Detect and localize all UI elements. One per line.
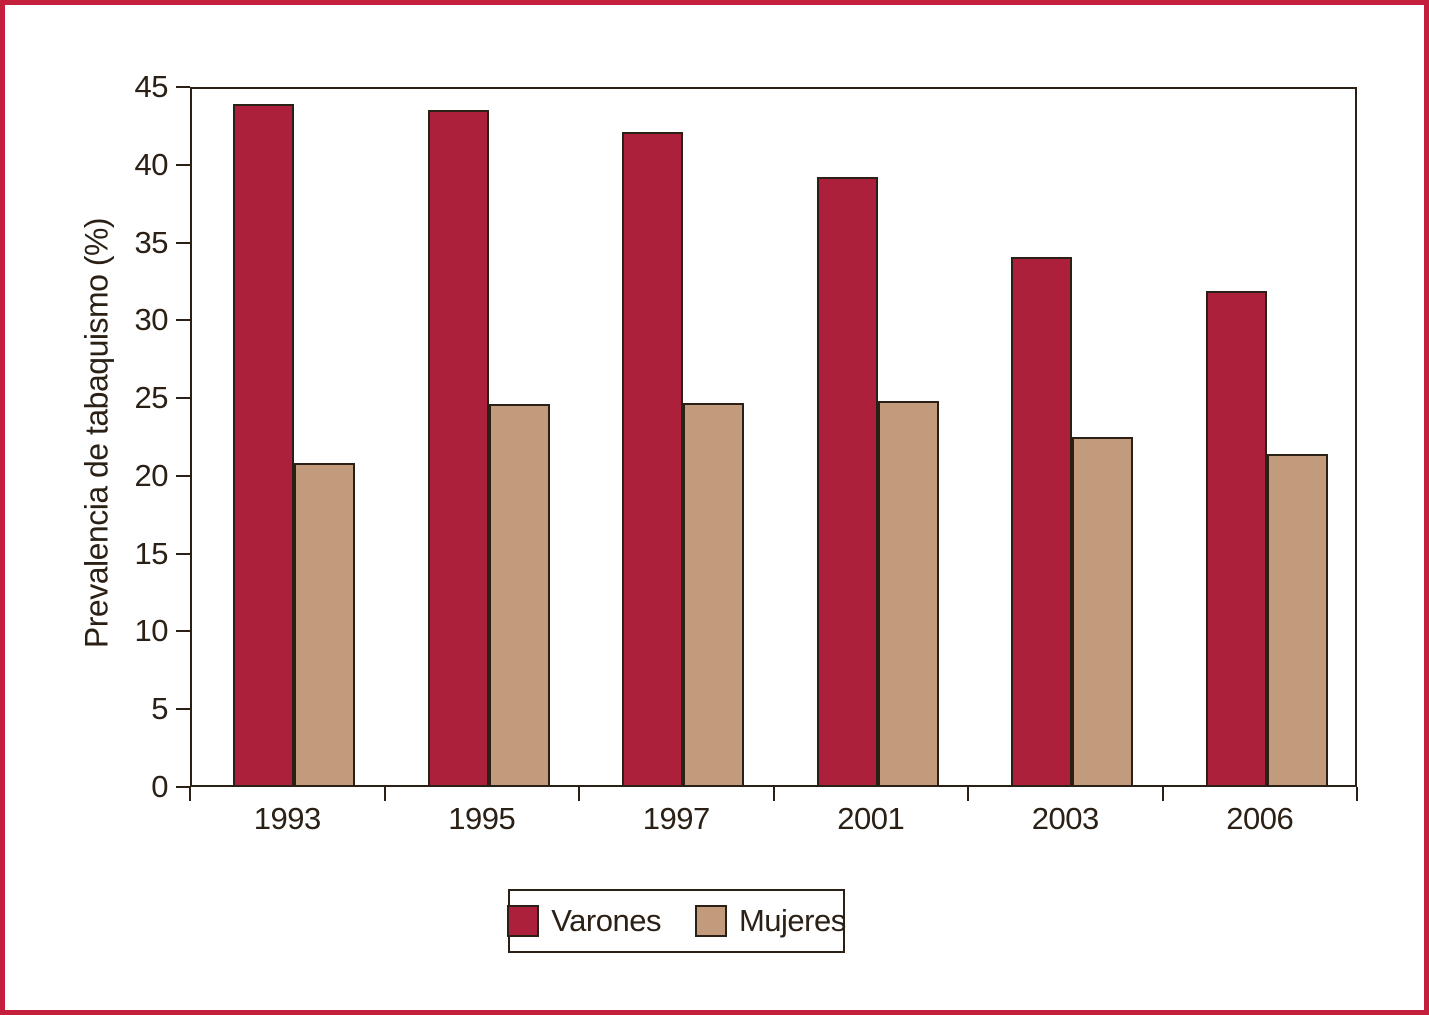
y-axis-title: Prevalencia de tabaquismo (%) bbox=[78, 217, 115, 649]
y-tick-mark bbox=[176, 552, 190, 555]
bar-mujeres-2003 bbox=[1072, 437, 1133, 787]
y-tick-label: 25 bbox=[134, 380, 169, 416]
y-tick-label: 35 bbox=[134, 224, 169, 260]
y-tick-mark bbox=[176, 474, 190, 477]
y-tick-mark bbox=[176, 86, 190, 88]
varones-legend-label: Varones bbox=[551, 903, 661, 938]
y-tick-label: 40 bbox=[134, 146, 169, 182]
x-tick-label: 1993 bbox=[253, 801, 321, 836]
x-tick-mark bbox=[1356, 787, 1358, 801]
bar-mujeres-1993 bbox=[294, 463, 355, 787]
mujeres-legend-label: Mujeres bbox=[738, 903, 846, 938]
bar-varones-2001 bbox=[816, 177, 878, 787]
x-tick-label: 2003 bbox=[1031, 801, 1099, 836]
y-tick-label: 15 bbox=[134, 535, 169, 571]
y-tick-label: 5 bbox=[151, 691, 168, 727]
y-tick-mark bbox=[176, 319, 190, 322]
x-tick-mark bbox=[383, 787, 386, 801]
legend-item-mujeres: Mujeres bbox=[694, 903, 846, 939]
y-tick-mark bbox=[176, 397, 190, 400]
y-tick-label: 45 bbox=[134, 69, 169, 104]
x-tick-label: 2001 bbox=[837, 801, 905, 836]
x-tick-mark bbox=[578, 787, 580, 801]
y-tick-label: 30 bbox=[134, 302, 169, 338]
x-tick-mark bbox=[967, 787, 969, 801]
x-tick-label: 1995 bbox=[448, 801, 516, 836]
x-tick-label: 2006 bbox=[1226, 801, 1294, 836]
bar-varones-1993 bbox=[233, 104, 294, 787]
bar-varones-2003 bbox=[1011, 256, 1072, 787]
y-tick-label: 0 bbox=[151, 769, 168, 804]
bar-varones-2006 bbox=[1205, 290, 1267, 787]
y-tick-mark bbox=[176, 163, 190, 166]
bar-mujeres-2001 bbox=[877, 401, 939, 787]
varones-color-swatch bbox=[507, 905, 540, 937]
y-tick-mark bbox=[176, 630, 190, 633]
y-tick-mark bbox=[176, 708, 190, 711]
y-tick-label: 10 bbox=[134, 613, 169, 649]
legend: Varones Mujeres bbox=[507, 889, 846, 953]
y-tick-mark bbox=[176, 786, 190, 788]
x-tick-label: 1997 bbox=[642, 801, 710, 836]
y-tick-label: 20 bbox=[134, 457, 169, 493]
bar-varones-1995 bbox=[427, 110, 489, 787]
x-tick-mark bbox=[189, 787, 191, 801]
mujeres-color-swatch bbox=[694, 905, 727, 937]
bar-mujeres-1995 bbox=[488, 404, 550, 787]
legend-item-varones: Varones bbox=[507, 903, 661, 939]
x-tick-mark bbox=[772, 787, 775, 801]
x-tick-mark bbox=[1161, 787, 1164, 801]
bar-varones-1997 bbox=[622, 132, 683, 787]
plot-area bbox=[190, 87, 1357, 787]
y-tick-mark bbox=[176, 241, 190, 244]
bar-mujeres-2006 bbox=[1266, 454, 1328, 787]
bar-mujeres-1997 bbox=[683, 402, 744, 787]
